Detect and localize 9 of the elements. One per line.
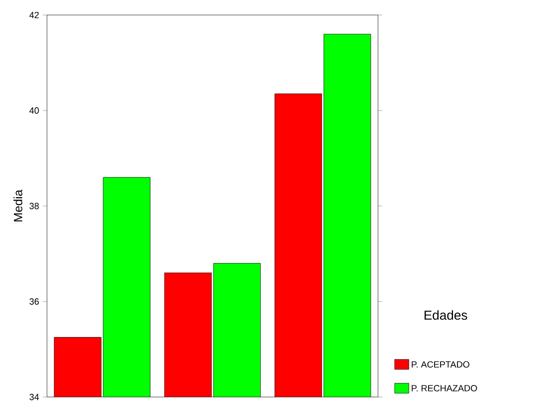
legend-title: Edades — [424, 310, 468, 320]
y-tick-label: 40 — [29, 107, 39, 114]
y-tick-label: 38 — [30, 202, 39, 210]
y-tick-label: 34 — [30, 394, 39, 400]
y-axis-title: Media — [14, 190, 22, 222]
legend-label: P. RECHAZADO — [412, 385, 477, 392]
y-tick-label: 42 — [29, 12, 39, 18]
legend-label: P. ACEPTADO — [412, 361, 470, 368]
y-tick-label: 36 — [30, 298, 39, 305]
